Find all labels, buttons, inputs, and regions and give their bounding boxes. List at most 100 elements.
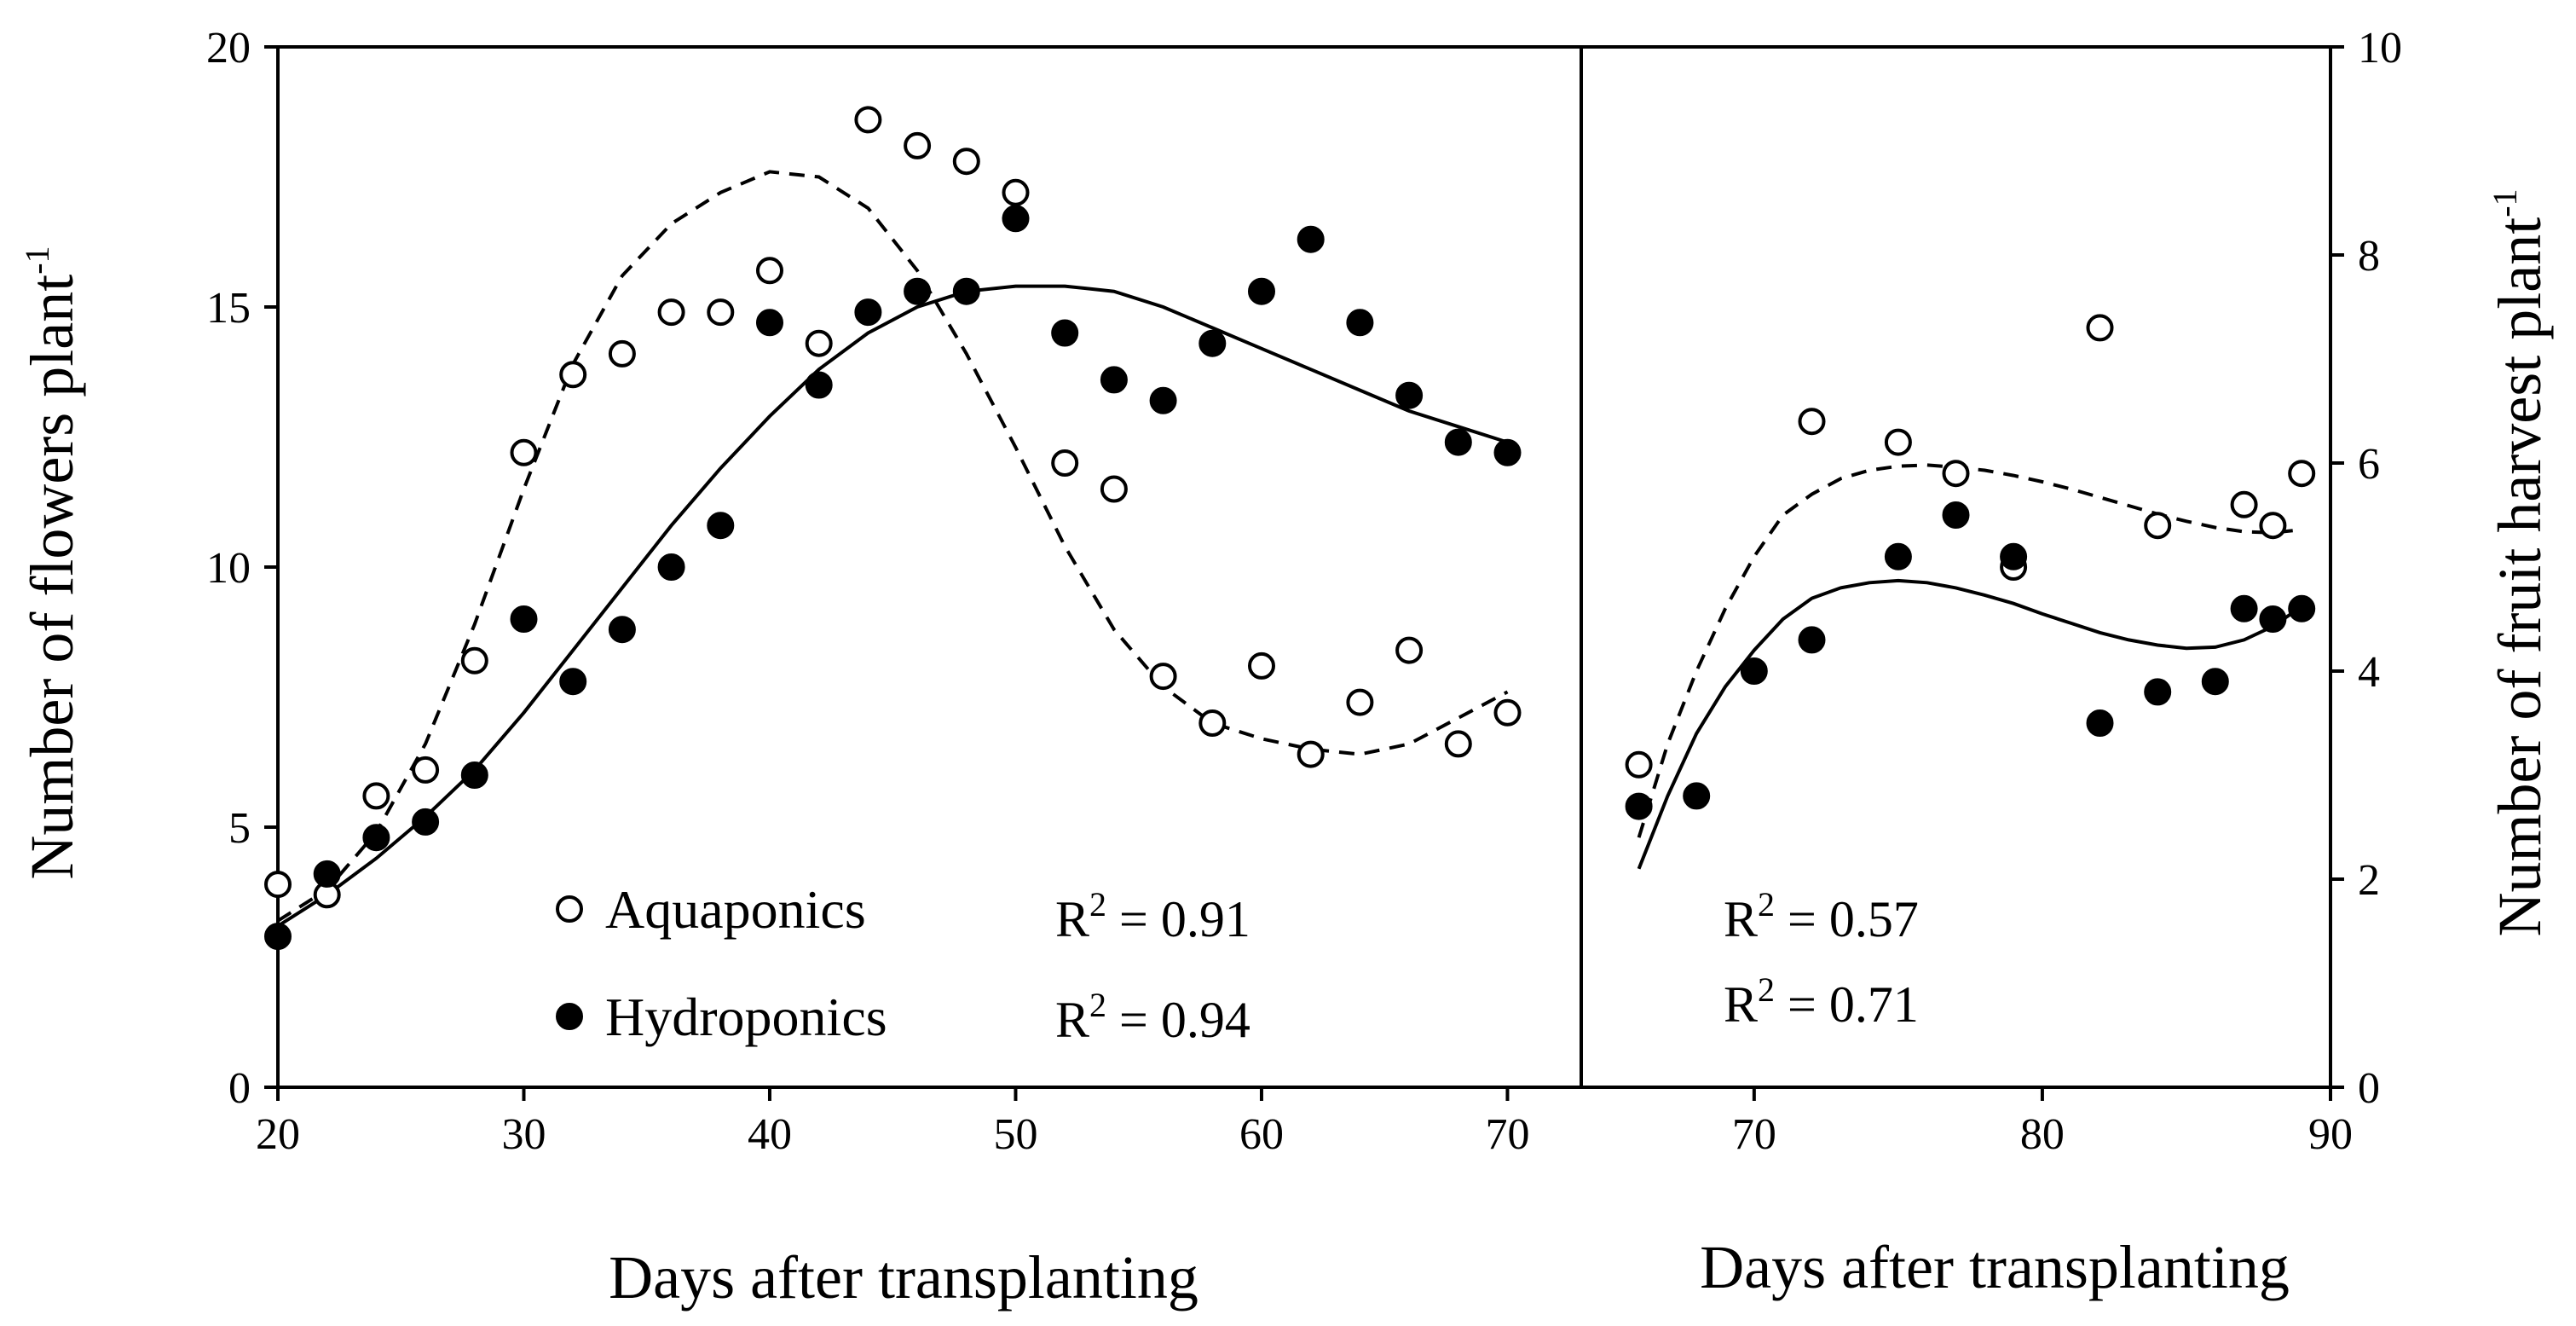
r2-left-aquaponics-sup: 2 bbox=[1089, 885, 1106, 924]
point-right-hydroponics-79 bbox=[2000, 542, 2028, 570]
point-right-hydroponics-70 bbox=[1740, 657, 1768, 685]
point-left-hydroponics-70 bbox=[1493, 438, 1522, 466]
point-left-aquaponics-66 bbox=[1395, 636, 1424, 664]
point-left-aquaponics-42 bbox=[805, 329, 833, 357]
fit-curve-left-aquaponics bbox=[276, 170, 1509, 923]
point-left-hydroponics-46 bbox=[904, 277, 932, 305]
left-y-axis-title-sup: -1 bbox=[18, 246, 56, 274]
point-right-aquaponics-77 bbox=[1942, 460, 1970, 488]
point-left-aquaponics-24 bbox=[362, 782, 390, 810]
data-points bbox=[264, 106, 2316, 951]
point-left-hydroponics-38 bbox=[707, 512, 735, 540]
r2-left-hydroponics-r: R bbox=[1055, 992, 1089, 1048]
legend-aquaponics-marker bbox=[556, 895, 583, 923]
r2-left-hydroponics-value: = 0.94 bbox=[1106, 992, 1250, 1048]
point-left-hydroponics-30 bbox=[510, 605, 538, 633]
point-left-aquaponics-54 bbox=[1100, 475, 1128, 503]
point-right-aquaponics-84 bbox=[2144, 512, 2172, 540]
point-left-hydroponics-64 bbox=[1346, 309, 1374, 337]
point-left-aquaponics-26 bbox=[412, 756, 440, 784]
y-tick-label-right-0: 0 bbox=[2358, 1064, 2380, 1113]
r2-right-aquaponics-r: R bbox=[1724, 891, 1758, 947]
x-tick-label-right-90: 90 bbox=[2308, 1110, 2353, 1159]
point-right-aquaponics-66 bbox=[1625, 750, 1653, 779]
r2-left-hydroponics-sup: 2 bbox=[1089, 986, 1106, 1024]
point-left-hydroponics-58 bbox=[1198, 329, 1227, 357]
r2-right-hydroponics-value: = 0.71 bbox=[1775, 976, 1919, 1033]
point-right-hydroponics-68 bbox=[1683, 782, 1711, 810]
left-x-axis-title: Days after transplanting bbox=[609, 1243, 1198, 1312]
point-left-hydroponics-26 bbox=[412, 808, 440, 836]
point-right-hydroponics-77 bbox=[1942, 501, 1970, 529]
x-tick-label-left-50: 50 bbox=[993, 1110, 1037, 1159]
point-left-aquaponics-58 bbox=[1198, 709, 1227, 737]
point-right-hydroponics-87 bbox=[2230, 594, 2258, 622]
point-right-hydroponics-75 bbox=[1884, 542, 1912, 570]
point-right-aquaponics-89 bbox=[2288, 460, 2316, 488]
r2-left-aquaponics-r: R bbox=[1055, 891, 1089, 947]
point-left-aquaponics-28 bbox=[460, 646, 488, 675]
x-tick-label-left-40: 40 bbox=[748, 1110, 792, 1159]
y-tick-label-right-2: 2 bbox=[2358, 856, 2380, 905]
left-panel-ticks: 20 30 40 50 60 70 0 5 10 15 20 bbox=[206, 24, 1529, 1159]
r2-right-hydroponics-r: R bbox=[1724, 976, 1758, 1033]
y-tick-label-right-6: 6 bbox=[2358, 440, 2380, 489]
point-left-hydroponics-66 bbox=[1395, 381, 1424, 409]
point-left-aquaponics-20 bbox=[264, 871, 292, 899]
point-left-hydroponics-22 bbox=[313, 860, 341, 888]
point-left-hydroponics-48 bbox=[952, 277, 980, 305]
point-left-aquaponics-62 bbox=[1297, 740, 1325, 768]
point-right-aquaponics-88 bbox=[2259, 512, 2287, 540]
point-left-hydroponics-40 bbox=[756, 309, 783, 337]
legend-aquaponics-label: Aquaponics bbox=[605, 879, 866, 940]
r2-right-aquaponics-value: = 0.57 bbox=[1775, 891, 1919, 947]
r2-right-aquaponics: R2 = 0.57 bbox=[1724, 885, 1919, 947]
point-left-aquaponics-60 bbox=[1248, 651, 1275, 680]
point-left-hydroponics-32 bbox=[559, 668, 587, 696]
point-left-hydroponics-36 bbox=[657, 553, 685, 581]
x-tick-label-right-80: 80 bbox=[2020, 1110, 2065, 1159]
left-y-axis-title-main: Number of flowers plant bbox=[18, 275, 86, 880]
y-tick-label-right-4: 4 bbox=[2358, 648, 2380, 697]
left-y-axis-title: Number of flowers plant-1 bbox=[18, 246, 86, 879]
fit-curve-right-aquaponics bbox=[1637, 463, 2302, 838]
y-tick-label-left-10: 10 bbox=[206, 544, 251, 593]
right-panel-ticks: 70 80 900 2 4 6 8 10 bbox=[1732, 24, 2402, 1159]
point-left-hydroponics-62 bbox=[1297, 225, 1325, 253]
point-left-aquaponics-70 bbox=[1493, 698, 1522, 727]
point-left-hydroponics-24 bbox=[362, 824, 390, 852]
point-left-hydroponics-34 bbox=[608, 616, 636, 644]
point-right-aquaponics-72 bbox=[1798, 408, 1826, 436]
y-tick-label-left-15: 15 bbox=[206, 284, 251, 333]
point-left-aquaponics-34 bbox=[608, 339, 636, 368]
point-left-aquaponics-46 bbox=[904, 131, 932, 159]
x-tick-label-left-30: 30 bbox=[501, 1110, 546, 1159]
r2-left-hydroponics: R2 = 0.94 bbox=[1055, 986, 1250, 1048]
point-left-aquaponics-32 bbox=[559, 361, 587, 389]
point-right-hydroponics-84 bbox=[2144, 678, 2172, 706]
point-left-aquaponics-64 bbox=[1346, 688, 1374, 716]
right-x-axis-title: Days after transplanting bbox=[1700, 1233, 2290, 1301]
point-left-hydroponics-50 bbox=[1002, 205, 1030, 233]
r2-right-hydroponics-sup: 2 bbox=[1758, 970, 1775, 1009]
point-right-hydroponics-82 bbox=[2086, 709, 2114, 737]
point-left-hydroponics-56 bbox=[1149, 386, 1177, 414]
point-left-aquaponics-50 bbox=[1002, 178, 1030, 206]
point-right-aquaponics-87 bbox=[2230, 490, 2258, 518]
right-y-axis-title-sup: -1 bbox=[2486, 188, 2524, 217]
point-left-aquaponics-40 bbox=[756, 257, 783, 285]
point-right-hydroponics-66 bbox=[1625, 792, 1653, 820]
x-tick-label-left-60: 60 bbox=[1239, 1110, 1284, 1159]
point-left-hydroponics-60 bbox=[1248, 277, 1275, 305]
y-tick-label-right-8: 8 bbox=[2358, 232, 2380, 281]
point-right-aquaponics-75 bbox=[1884, 428, 1912, 456]
right-y-axis-title-main: Number of fruit harvest plant bbox=[2486, 217, 2554, 937]
point-left-aquaponics-36 bbox=[657, 298, 685, 327]
legend-hydroponics-marker bbox=[556, 1003, 583, 1030]
point-left-aquaponics-48 bbox=[952, 148, 980, 176]
x-tick-label-left-20: 20 bbox=[256, 1110, 300, 1159]
point-left-hydroponics-44 bbox=[854, 298, 882, 327]
right-y-axis-title: Number of fruit harvest plant-1 bbox=[2486, 188, 2554, 936]
point-left-hydroponics-28 bbox=[460, 761, 488, 789]
